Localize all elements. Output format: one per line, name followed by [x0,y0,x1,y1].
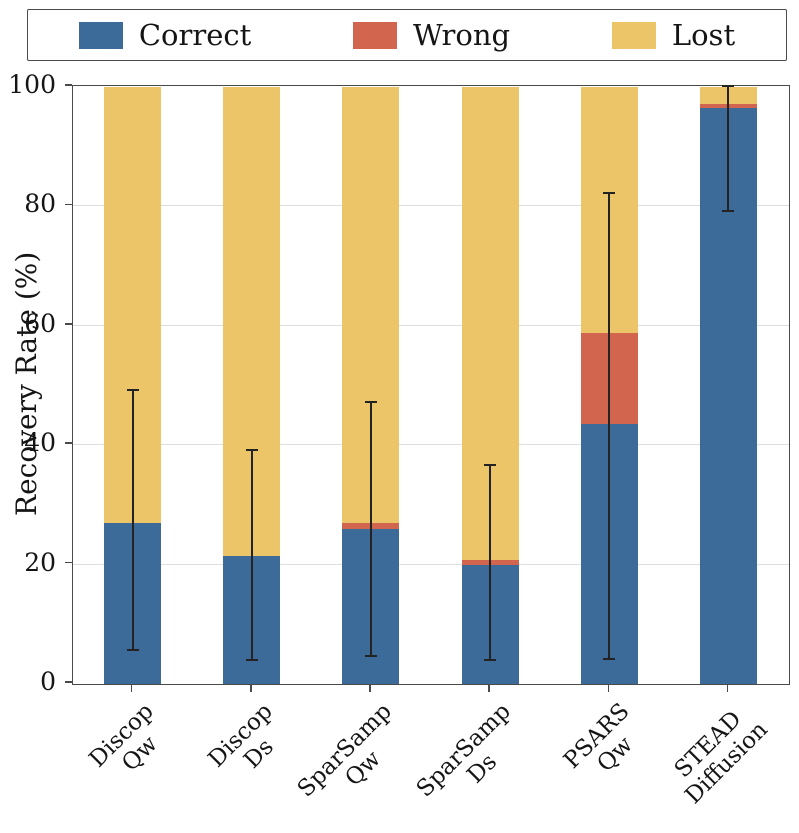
y-tick-label-40: 40 [24,428,56,458]
error-bar-cap-top-sparsamp-qw [364,401,377,404]
error-bar-cap-top-discop-ds [245,449,258,452]
plot-area [72,85,790,685]
y-tick-mark-40 [65,442,72,444]
error-bar-cap-bottom-psars-qw [603,658,616,661]
error-bar-stead-diffusion [727,86,730,212]
gridline-60 [73,324,789,326]
x-tick-mark-stead-diffusion [726,685,729,692]
y-tick-label-100: 100 [8,70,56,99]
y-tick-mark-80 [65,203,72,206]
y-axis: 0 20 40 60 80 100 [0,70,72,696]
legend-label-wrong: Wrong [413,18,511,52]
x-tick-label-sparsamp-qw: SparSamp Qw [292,698,415,821]
legend-swatch-lost [611,21,656,49]
error-bar-cap-top-psars-qw [603,192,616,195]
x-tick-label-psars-qw: PSARS Qw [559,698,654,793]
gridline-80 [73,205,789,207]
x-tick-mark-psars-qw [607,685,609,692]
y-axis-title-text: Recovery Rate (%) [10,251,43,516]
error-bar-sparsamp-qw [369,402,372,657]
gridline-40 [73,444,789,446]
x-tick-label-stead-diffusion: STEAD Diffusion [662,699,773,810]
error-bar-discop-qw [131,390,134,651]
error-bar-cap-top-sparsamp-ds [484,464,497,467]
x-tick-label-discop-qw: Discop Qw [84,698,177,791]
error-bar-discop-ds [250,450,253,661]
chart-legend: Correct Wrong Lost [27,9,787,61]
x-tick-mark-discop-ds [250,685,252,692]
error-bar-sparsamp-ds [489,465,492,661]
x-tick-label-discop-ds: Discop Ds [203,698,296,791]
error-bar-cap-bottom-discop-qw [126,649,139,652]
legend-item-correct: Correct [78,18,252,52]
y-tick-mark-100 [65,84,72,86]
x-tick-mark-discop-qw [130,685,133,692]
y-tick-mark-60 [65,323,72,325]
y-tick-label-20: 20 [24,547,56,577]
error-bar-cap-top-discop-qw [126,389,139,392]
legend-swatch-wrong [353,21,398,49]
legend-item-lost: Lost [611,18,736,52]
y-tick-label-0: 0 [40,667,56,696]
error-bar-cap-top-stead-diffusion [722,85,735,87]
x-tick-mark-sparsamp-qw [369,685,371,692]
x-tick-label-sparsamp-ds: SparSamp Ds [412,698,534,821]
legend-item-wrong: Wrong [353,18,510,52]
y-tick-label-60: 60 [24,308,56,338]
error-bar-cap-bottom-stead-diffusion [722,210,735,213]
y-axis-title: Recovery Rate (%) [10,252,43,516]
error-bar-psars-qw [608,193,611,660]
legend-label-correct: Correct [138,18,252,52]
x-axis: Discop Qw Discop Ds SparSamp Qw SparSamp Ds PSAR… [72,685,790,833]
error-bar-cap-bottom-sparsamp-qw [364,655,377,658]
error-bar-cap-bottom-sparsamp-ds [484,659,497,662]
legend-swatch-correct [78,21,123,49]
x-tick-mark-sparsamp-ds [488,685,490,692]
y-tick-mark-0 [65,681,72,683]
error-bar-cap-bottom-discop-ds [245,659,258,662]
y-tick-label-80: 80 [24,189,56,219]
y-tick-mark-20 [65,561,72,564]
gridline-20 [73,563,789,565]
legend-label-lost: Lost [671,18,736,52]
